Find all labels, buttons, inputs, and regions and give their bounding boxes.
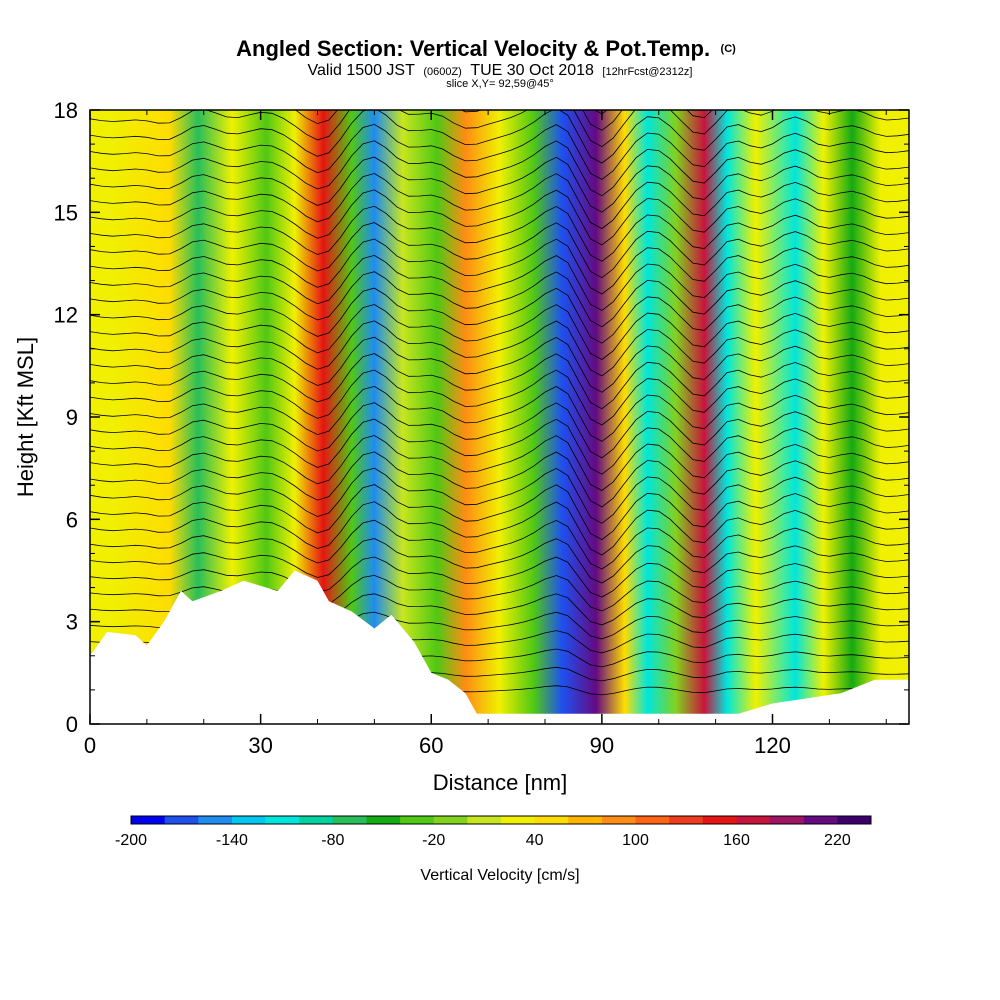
isentrope-line (90, 320, 909, 377)
colorbar-tick-label: -20 (422, 832, 445, 849)
y-tick-label: 9 (66, 405, 78, 430)
colorbar-tick-label: -140 (216, 832, 248, 849)
colorbar-swatch (198, 816, 233, 824)
x-tick-label: 90 (590, 733, 614, 758)
y-tick-label: 15 (54, 200, 78, 225)
colorbar-tick-label: 220 (824, 832, 851, 849)
colorbar-swatch (299, 816, 334, 824)
isentrope-line (90, 484, 909, 541)
x-tick-label: 0 (84, 733, 96, 758)
chart-title: Angled Section: Vertical Velocity & Pot.… (236, 36, 736, 61)
isentrope-line (90, 304, 909, 360)
colorbar-swatch (131, 816, 166, 824)
isentrope-line (90, 418, 909, 475)
isentrope-line (90, 538, 909, 584)
colorbar-swatch (568, 816, 603, 824)
isentrope-line (90, 402, 909, 459)
isentrope-line (90, 205, 909, 262)
x-axis-ticks: 0 30 60 90 120 (84, 110, 887, 758)
isentrope-line (90, 110, 909, 164)
colorbar-swatch (164, 816, 199, 824)
x-tick-label: 60 (419, 733, 443, 758)
isentrope-line (90, 271, 909, 328)
isentrope-line (90, 519, 909, 570)
y-tick-label: 0 (66, 712, 78, 737)
isentrope-line (90, 451, 909, 508)
isentrope-line (90, 140, 909, 197)
colorbar: -200 -140 -80 -20 40 100 160 220 (115, 815, 872, 849)
colorbar-swatch (366, 816, 401, 824)
isentrope-line (90, 238, 909, 295)
colorbar-swatch (702, 816, 737, 824)
y-tick-label: 3 (66, 610, 78, 635)
isentrope-line (90, 353, 909, 410)
forecast-info: [12hrFcst@2312z] (602, 66, 692, 78)
isentrope-line (90, 287, 909, 344)
isentrope-line (90, 222, 909, 279)
colorbar-tick-label: 40 (526, 832, 544, 849)
isentrope-line (90, 435, 909, 491)
isentrope-line (90, 189, 909, 246)
isentrope-line (90, 173, 909, 230)
colorbar-tick-label: 100 (622, 832, 649, 849)
colorbar-swatch (400, 816, 435, 824)
valid-utc: (0600Z) (423, 66, 462, 78)
colorbar-swatch (433, 816, 468, 824)
title-main: Angled Section: Vertical Velocity & Pot.… (236, 36, 710, 61)
y-tick-label: 18 (54, 98, 78, 123)
colorbar-swatch (837, 816, 872, 824)
isentrope-line (90, 556, 909, 598)
y-axis-ticks: 0 3 6 9 12 15 18 (54, 98, 909, 737)
colorbar-swatch (770, 816, 805, 824)
colorbar-tick-label: -200 (115, 832, 147, 849)
isentrope-line (90, 336, 909, 393)
isentrope-line (90, 156, 909, 213)
colorbar-swatch (332, 816, 367, 824)
y-axis-label: Height [Kft MSL] (13, 337, 38, 497)
colorbar-swatch (231, 816, 267, 824)
colorbar-swatch (601, 816, 637, 824)
colorbar-tick-label: 160 (723, 832, 750, 849)
colorbar-swatch (467, 816, 502, 824)
valid-date: TUE 30 Oct 2018 (470, 62, 594, 79)
colorbar-swatch (669, 816, 704, 824)
slice-info: slice X,Y= 92,59@45° (446, 78, 554, 90)
colorbar-swatch (736, 816, 771, 824)
isentrope-line (90, 467, 909, 524)
colorbar-swatch (265, 816, 300, 824)
title-unit: (C) (721, 43, 737, 55)
colorbar-swatch (803, 816, 838, 824)
colorbar-tick-label: -80 (321, 832, 344, 849)
y-tick-label: 6 (66, 507, 78, 532)
colorbar-swatch (635, 816, 670, 824)
colorbar-swatch (501, 816, 536, 824)
x-tick-label: 30 (248, 733, 272, 758)
terrain (90, 570, 909, 724)
plot-area (90, 110, 909, 724)
isentrope-line (90, 254, 909, 311)
isentrope-line (90, 501, 909, 556)
valid-label: Valid 1500 JST (308, 62, 416, 79)
colorbar-label: Vertical Velocity [cm/s] (420, 867, 579, 884)
x-tick-label: 120 (754, 733, 791, 758)
isentrope-line (90, 123, 909, 180)
colorbar-frame (130, 815, 872, 825)
isentrope-line (90, 385, 909, 442)
y-tick-label: 12 (54, 303, 78, 328)
valid-time-line: Valid 1500 JST (0600Z) TUE 30 Oct 2018 [… (308, 62, 693, 79)
isentrope-line (90, 369, 909, 426)
colorbar-swatch (534, 816, 569, 824)
x-axis-label: Distance [nm] (433, 770, 568, 795)
